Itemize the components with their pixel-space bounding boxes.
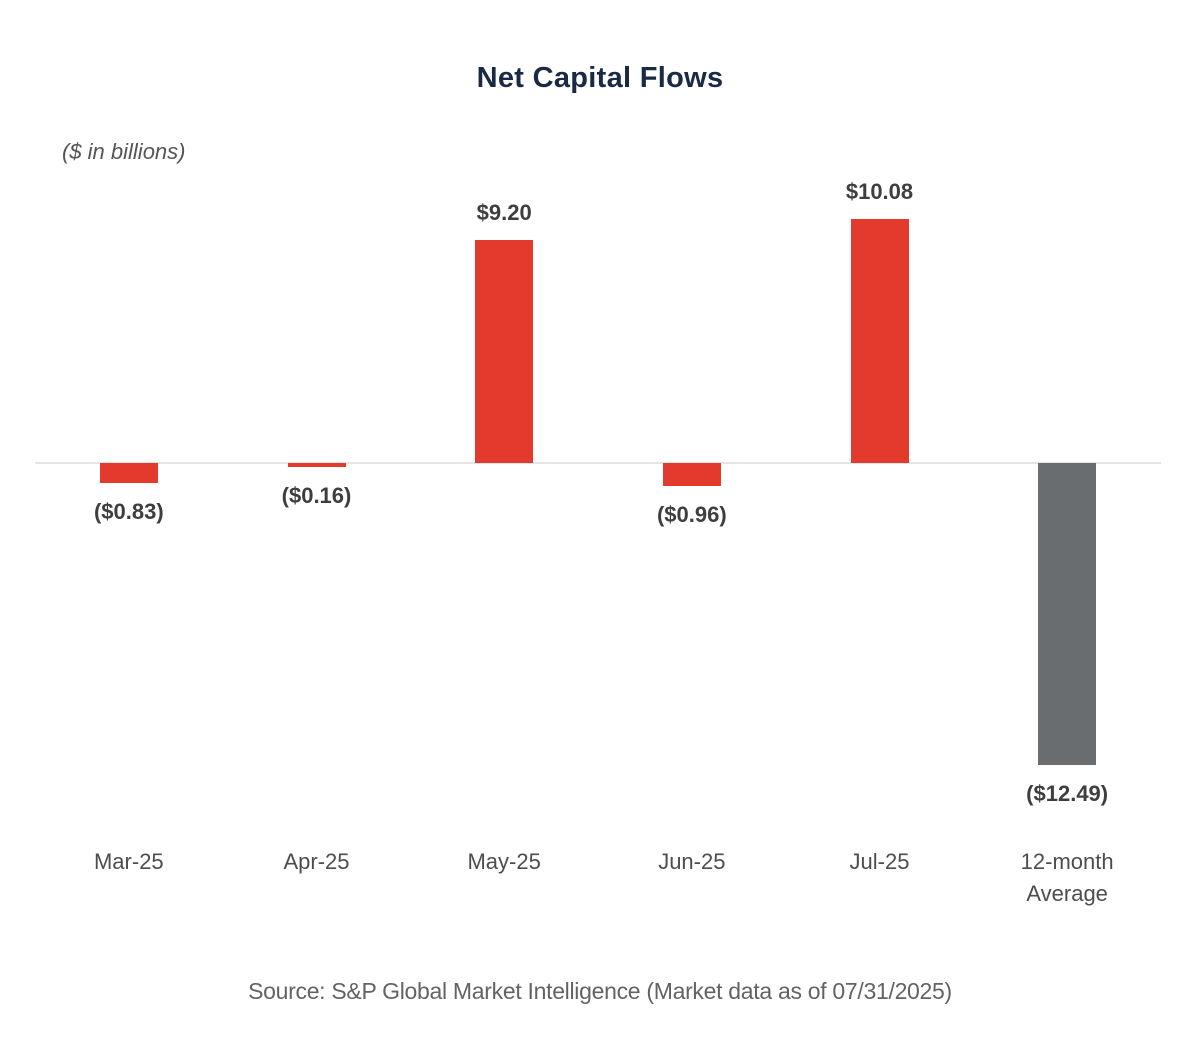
units-note: ($ in billions) [62, 139, 186, 164]
x-axis-label-jul-25: Jul-25 [849, 849, 910, 874]
zero-axis-line [35, 462, 1161, 464]
x-axis-label-apr-25: Apr-25 [283, 849, 350, 874]
bar-mar-25 [99, 463, 158, 484]
value-label-mar-25: ($0.83) [93, 499, 164, 525]
bar-jun-25 [662, 463, 721, 487]
chart-title: Net Capital Flows [476, 62, 724, 94]
plot-area: ($0.83) Mar-25 ($0.16) Apr-25 $9.20 May-25 ($0… [35, 0, 1161, 1045]
x-axis-label-jun-25: Jun-25 [658, 849, 726, 874]
x-axis-label-may-25: May-25 [467, 849, 541, 874]
value-label-jul-25: $10.08 [845, 179, 914, 205]
value-label-apr-25: ($0.16) [281, 482, 352, 508]
x-axis-label-mar-25: Mar-25 [93, 849, 164, 874]
source-note: Source: S&P Global Market Intelligence (… [248, 978, 952, 1004]
x-axis-label-12-month-average: 12-month Average [1020, 849, 1114, 906]
value-label-may-25: $9.20 [476, 200, 532, 226]
value-label-12-month-average: ($12.49) [1026, 781, 1109, 807]
value-label-jun-25: ($0.96) [656, 502, 727, 528]
bar-may-25 [475, 240, 534, 463]
bar-12-month-average [1038, 463, 1097, 766]
bar-jul-25 [850, 219, 909, 463]
bar-apr-25 [287, 463, 346, 467]
